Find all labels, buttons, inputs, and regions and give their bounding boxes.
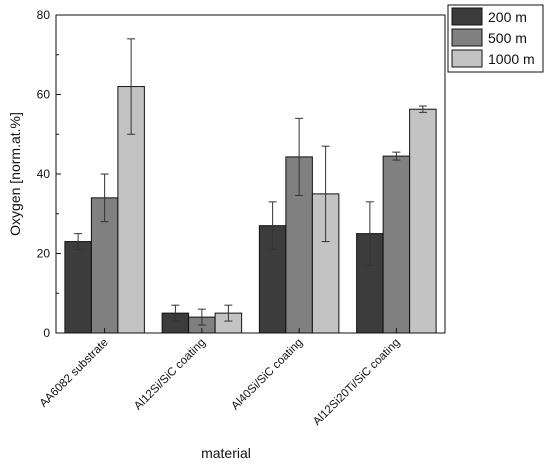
y-tick-label: 20 [37, 247, 51, 261]
x-axis-ticks: AA6082 substrate Al12Si/SiC coating Al40Si… [38, 328, 402, 428]
x-tick-label: AA6082 substrate [38, 337, 111, 410]
bar [409, 108, 437, 334]
legend-label: 1000 m [488, 51, 535, 67]
x-axis-title: material [201, 445, 251, 461]
bar [64, 241, 92, 334]
x-tick-label: Al40Si/SiC coating [229, 337, 305, 413]
x-tick-label: Al12Si20Ti/SiC coating [311, 337, 402, 428]
y-tick-label: 60 [37, 88, 51, 102]
legend-swatch [451, 28, 483, 47]
y-tick-label: 40 [37, 167, 51, 181]
legend-label: 500 m [488, 30, 527, 46]
legend-swatch [451, 7, 483, 26]
bar [382, 155, 411, 334]
x-tick-label: Al12Si/SiC coating [132, 337, 208, 413]
legend-swatch [451, 49, 483, 68]
y-tick-label: 80 [37, 8, 51, 22]
legend: 200 m 500 m 1000 m [447, 4, 544, 73]
error-bars-layer [74, 38, 427, 326]
y-tick-label: 0 [43, 326, 50, 340]
legend-label: 200 m [488, 9, 527, 25]
y-axis-ticks: 0 20 40 60 80 [37, 8, 61, 340]
bars-layer [64, 86, 437, 334]
y-axis-title: Oxygen [norm.at.%] [7, 112, 23, 236]
